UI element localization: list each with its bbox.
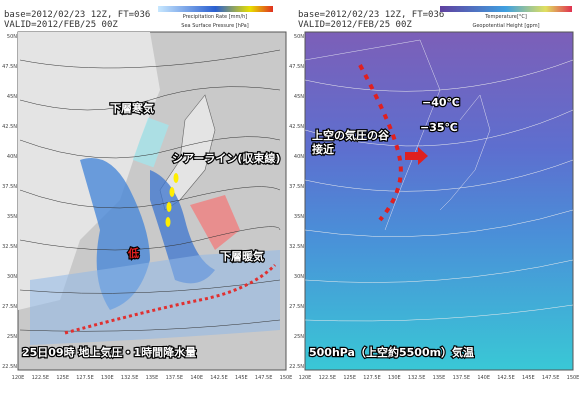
- legend-label: Precipitation Rate [mm/h]: [183, 14, 247, 20]
- lat-label: 35N: [7, 214, 17, 220]
- lon-label: 132.5E: [408, 375, 425, 381]
- annotation: シアーライン(収束線): [172, 151, 280, 165]
- lat-label: 47.5N: [289, 64, 304, 70]
- legend-label: Sea Surface Pressure [hPa]: [181, 23, 248, 29]
- legend-label: Temperature[°C]: [484, 14, 527, 20]
- caption: 25日09時 地上気圧・1時間降水量: [22, 345, 196, 359]
- lat-label: 32.5N: [2, 244, 17, 250]
- lat-label: 30N: [7, 274, 17, 280]
- lat-label: 30N: [294, 274, 304, 280]
- cold-air-box: [132, 117, 169, 168]
- lon-label: 135E: [146, 375, 159, 381]
- lat-label: 50N: [294, 34, 304, 40]
- lon-label: 137.5E: [166, 375, 183, 381]
- lon-label: 122.5E: [32, 375, 49, 381]
- lat-label: 45N: [294, 94, 304, 100]
- coastlines: [304, 39, 491, 231]
- lon-label: 147.5E: [255, 375, 272, 381]
- lon-label: 122.5E: [319, 375, 336, 381]
- lon-label: 150E: [280, 375, 293, 381]
- precipitation: [150, 170, 215, 284]
- annotation: 上空の気圧の谷: [312, 128, 390, 142]
- lat-label: 25N: [7, 334, 17, 340]
- lat-label: 27.5N: [2, 304, 17, 310]
- lon-label: 137.5E: [453, 375, 470, 381]
- lat-label: 35N: [294, 214, 304, 220]
- annotation: 下層暖気: [220, 249, 264, 263]
- lon-label: 135E: [433, 375, 446, 381]
- annotation: 低: [127, 246, 139, 260]
- lat-label: 42.5N: [289, 124, 304, 130]
- lat-label: 27.5N: [289, 304, 304, 310]
- lat-label: 25N: [294, 334, 304, 340]
- lon-label: 145E: [235, 375, 248, 381]
- annotation: −35℃: [420, 121, 458, 134]
- colorbar: [440, 6, 572, 12]
- lat-label: 50N: [7, 34, 17, 40]
- trough-line: [358, 64, 403, 222]
- lon-label: 145E: [522, 375, 535, 381]
- left-panel: base=2012/02/23 12Z, FT=036 VALID=2012/F…: [4, 6, 287, 371]
- lon-label: 130E: [388, 375, 401, 381]
- caption: 500hPa（上空約5500m）気温: [309, 345, 474, 359]
- lon-label: 125E: [343, 375, 356, 381]
- lon-label: 127.5E: [76, 375, 93, 381]
- lat-label: 22.5N: [289, 364, 304, 370]
- lon-label: 147.5E: [542, 375, 559, 381]
- lon-label: 150E: [567, 375, 580, 381]
- header: base=2012/02/23 12Z, FT=036: [4, 10, 150, 20]
- lon-label: 120E: [12, 375, 25, 381]
- header: VALID=2012/FEB/25 00Z: [298, 20, 412, 30]
- lat-label: 45N: [7, 94, 17, 100]
- annotation: −40℃: [422, 96, 460, 109]
- lon-label: 130E: [101, 375, 114, 381]
- header: base=2012/02/23 12Z, FT=036: [298, 10, 444, 20]
- lat-label: 40N: [294, 154, 304, 160]
- arrow: [405, 147, 428, 165]
- shear-line: [165, 173, 179, 227]
- lat-label: 37.5N: [289, 184, 304, 190]
- lat-label: 22.5N: [2, 364, 17, 370]
- lat-label: 32.5N: [289, 244, 304, 250]
- lon-label: 120E: [299, 375, 312, 381]
- header: VALID=2012/FEB/25 00Z: [4, 20, 118, 30]
- warm-air-box: [190, 195, 240, 250]
- map-area: [304, 31, 574, 371]
- front: [64, 263, 277, 335]
- lon-label: 142.5E: [210, 375, 227, 381]
- annotation: 接近: [312, 142, 334, 156]
- lat-label: 37.5N: [2, 184, 17, 190]
- lon-label: 142.5E: [497, 375, 514, 381]
- legend-label: Geopotential Height [gpm]: [472, 23, 539, 29]
- lon-label: 140E: [190, 375, 203, 381]
- lon-label: 127.5E: [363, 375, 380, 381]
- annotation: 下層寒気: [110, 101, 154, 115]
- lon-label: 132.5E: [121, 375, 138, 381]
- lon-label: 125E: [56, 375, 69, 381]
- lat-label: 47.5N: [2, 64, 17, 70]
- colorbar: [158, 6, 273, 12]
- right-panel: base=2012/02/23 12Z, FT=036 VALID=2012/F…: [298, 6, 574, 371]
- lat-label: 40N: [7, 154, 17, 160]
- lat-label: 42.5N: [2, 124, 17, 130]
- precipitation: [30, 250, 280, 345]
- height-contours: [304, 59, 574, 322]
- lon-label: 140E: [477, 375, 490, 381]
